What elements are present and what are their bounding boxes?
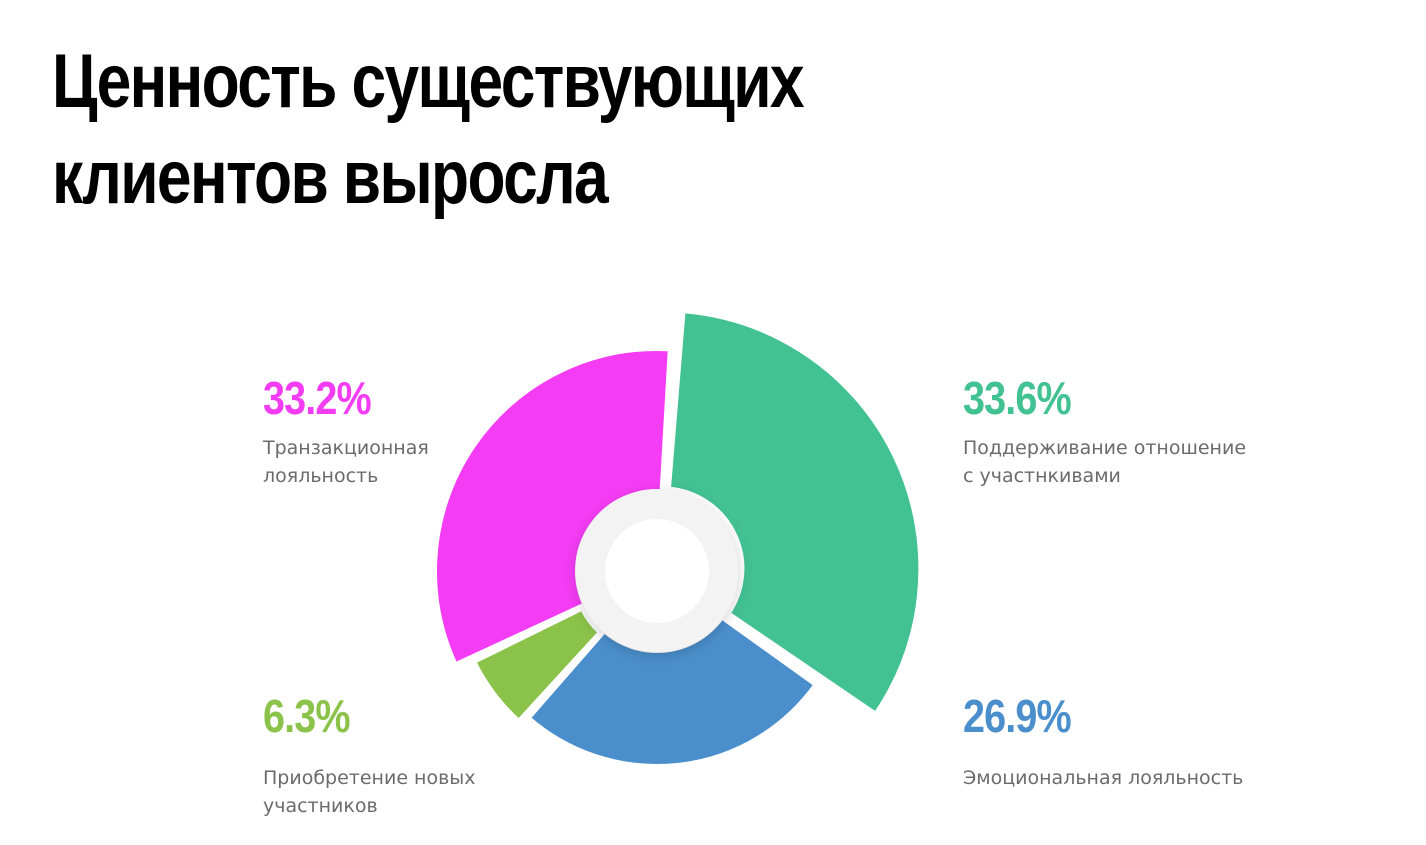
legend-item-relationship-maintenance: 33.6% Поддерживание отношение с участнки…	[963, 372, 1263, 490]
legend-item-emotional-loyalty: 26.9% Эмоциональная лояльность	[963, 690, 1263, 792]
legend-label: Транзакционная лояльность	[263, 437, 429, 487]
legend-item-transactional-loyalty: 33.2% Транзакционная лояльность	[263, 372, 563, 490]
pie-slice-3	[472, 606, 602, 723]
legend-item-new-members: 6.3% Приобретение новых участников	[263, 690, 563, 820]
legend-value: 33.6%	[963, 372, 1072, 424]
legend-label: Поддерживание отношение с участнкивами	[963, 437, 1247, 487]
title-line-2: клиентов выросла	[52, 135, 609, 220]
legend-label: Эмоциональная лояльность	[963, 767, 1244, 789]
page-title: Ценность существующих клиентов выросла	[52, 34, 954, 226]
pie-slice-2	[666, 309, 923, 716]
legend-value: 33.2%	[263, 372, 372, 424]
title-line-1: Ценность существующих	[52, 39, 805, 124]
legend-value: 26.9%	[963, 690, 1072, 742]
legend-value: 6.3%	[263, 690, 351, 742]
donut-hole	[605, 519, 709, 623]
chart-slices	[433, 309, 923, 768]
legend-label: Приобретение новых участников	[263, 767, 476, 817]
